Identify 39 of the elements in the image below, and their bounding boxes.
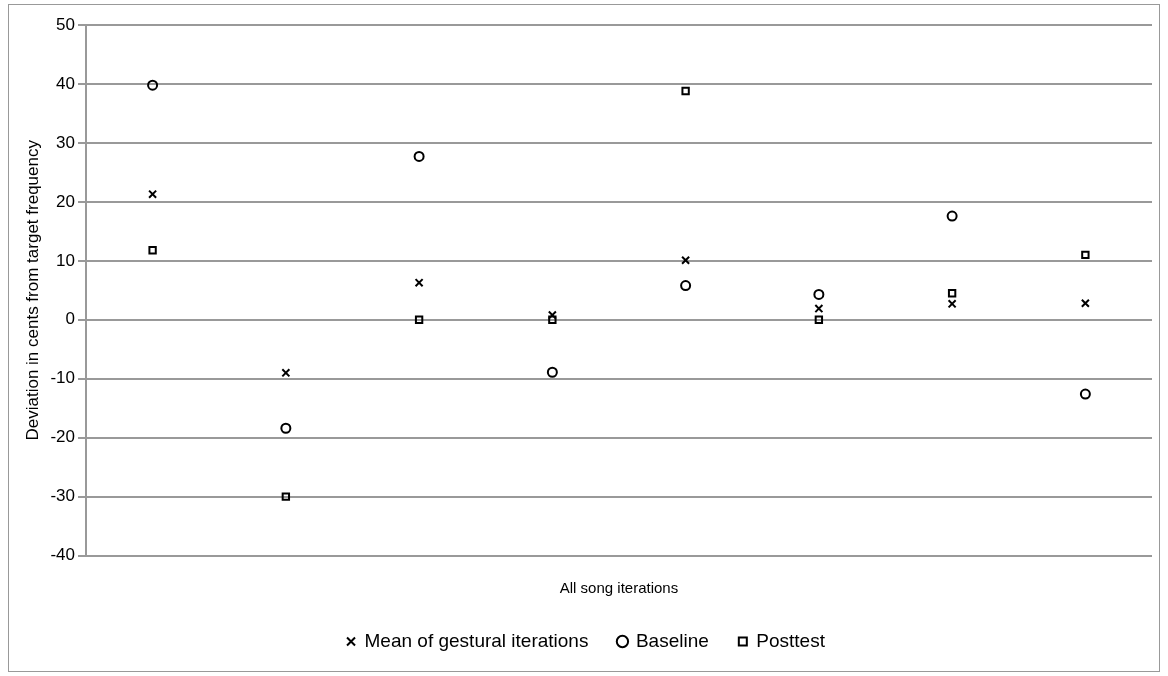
y-tick-label: 50 (56, 14, 75, 34)
legend-label: Baseline (635, 629, 709, 651)
point (946, 210, 958, 222)
point (148, 189, 158, 199)
y-tick-label: -10 (50, 368, 75, 388)
legend-label: Posttest (756, 629, 826, 651)
point (413, 150, 425, 162)
point (813, 288, 825, 300)
point (414, 278, 424, 288)
y-tick-label: 20 (56, 191, 75, 211)
point (1081, 250, 1090, 260)
point (947, 289, 957, 298)
point (414, 315, 424, 324)
point (1079, 388, 1091, 400)
point (1080, 298, 1090, 308)
point (681, 255, 691, 265)
point (547, 310, 557, 320)
x-axis-title: All song iterations (559, 579, 679, 597)
point (280, 422, 292, 434)
point (680, 280, 692, 292)
point (148, 246, 157, 255)
y-axis-title: Deviation in cents from target frequency (22, 139, 42, 441)
point (814, 304, 824, 314)
point (947, 299, 957, 309)
y-tick-label: 0 (65, 309, 75, 329)
y-tick-label: 40 (56, 73, 75, 93)
point (681, 86, 690, 96)
point (546, 366, 558, 378)
y-tick-label: -20 (50, 427, 75, 447)
point (814, 315, 824, 324)
y-tick-label: -30 (50, 486, 75, 506)
point (281, 368, 291, 378)
point (548, 315, 557, 324)
point (281, 492, 291, 501)
y-tick-label: 30 (56, 132, 75, 152)
y-tick-label: -40 (50, 545, 75, 565)
point (147, 79, 159, 91)
legend-label: Mean of gestural iterations (364, 629, 589, 651)
y-tick-label: 10 (56, 250, 75, 270)
